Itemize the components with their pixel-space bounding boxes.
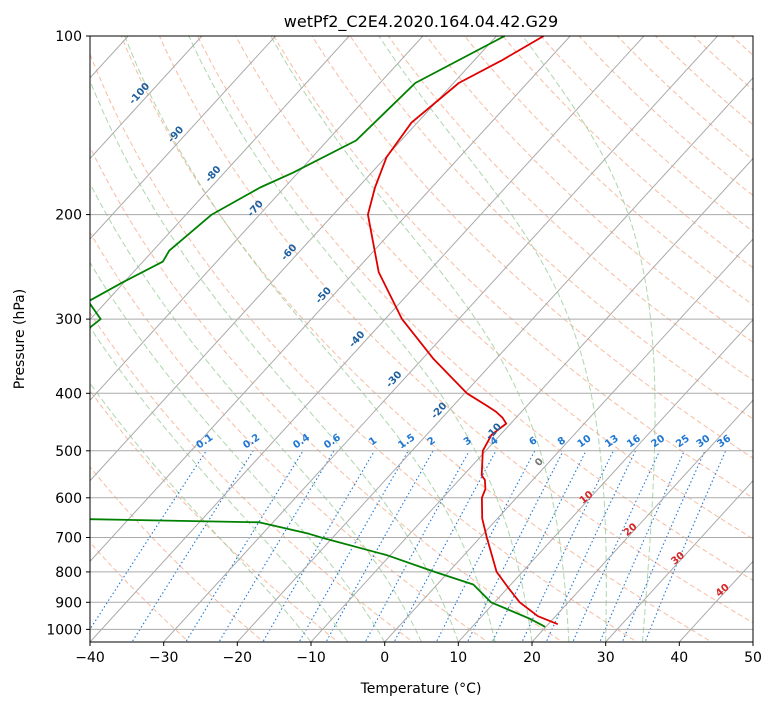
isotherm-line <box>90 36 498 482</box>
isotherm-line <box>531 399 753 642</box>
x-tick-label: −30 <box>149 650 179 666</box>
mixing-ratio-line <box>90 450 207 631</box>
mixing-ratio-line <box>262 450 376 642</box>
x-tick-label: −40 <box>75 650 105 666</box>
moist-adiabat-line <box>270 36 570 642</box>
isotherm-line <box>90 36 203 160</box>
y-tick-label: 900 <box>55 595 82 611</box>
dry-adiabat-line <box>196 36 753 581</box>
y-tick-label: 400 <box>55 386 82 402</box>
isotherm-line <box>310 157 753 642</box>
dry-adiabat-line <box>425 36 753 343</box>
chart-title: wetPf2_C2E4.2020.164.04.42.G29 <box>284 12 558 32</box>
y-tick-label: 100 <box>55 29 82 45</box>
y-axis-label: Pressure (hPa) <box>12 289 28 389</box>
y-tick-label: 800 <box>55 565 82 581</box>
moist-adiabat-line <box>90 261 386 642</box>
x-tick-label: 10 <box>449 650 467 666</box>
isotherm-line <box>90 36 350 321</box>
dry-adiabat-line <box>387 36 753 381</box>
x-tick-label: 40 <box>670 650 688 666</box>
isotherm-line <box>90 36 277 240</box>
grid <box>90 36 753 642</box>
moist-adiabat-line <box>522 36 656 642</box>
isotherm-line <box>236 77 753 642</box>
dewpoint-profile-line <box>90 36 546 628</box>
mixing-ratio-line <box>185 450 304 642</box>
mixing-ratio-line <box>545 450 636 642</box>
x-tick-label: 30 <box>597 650 615 666</box>
y-tick-label: 200 <box>55 208 82 224</box>
isotherm-line <box>162 36 719 642</box>
dry-adiabat-line <box>90 312 414 642</box>
x-tick-label: 20 <box>523 650 541 666</box>
isotherm-line <box>90 36 424 401</box>
dry-adiabat-line <box>90 52 638 642</box>
x-axis-label: Temperature (°C) <box>360 681 482 697</box>
mixing-ratio-line <box>521 450 614 642</box>
dry-adiabat-line <box>235 36 753 540</box>
plot-frame <box>89 35 754 643</box>
isotherm-line <box>604 479 753 642</box>
moist-adiabat-line <box>90 182 422 642</box>
dry-adiabat-line <box>311 36 753 459</box>
x-tick-label: −10 <box>296 650 326 666</box>
profiles <box>90 36 559 628</box>
mixing-ratio-line <box>435 450 536 642</box>
x-tick-label: 0 <box>380 650 389 666</box>
moist-adiabat-line <box>90 326 349 642</box>
isotherm-line <box>457 318 753 642</box>
mixing-ratio-line <box>466 450 564 642</box>
y-axis-ticks: 100 200 300 400 500 600 700 800 900 1000 <box>46 29 90 638</box>
x-axis-ticks: −40 −30 −20 −10 0 10 20 30 40 50 <box>75 642 762 666</box>
mixing-ratio-line <box>393 450 497 642</box>
y-tick-label: 1000 <box>46 622 82 638</box>
y-tick-label: 600 <box>55 491 82 507</box>
isotherm-line <box>383 238 753 642</box>
mixing-ratio-line <box>644 450 727 642</box>
moist-adiabat-line <box>378 36 607 642</box>
x-tick-label: 50 <box>744 650 762 666</box>
y-tick-label: 300 <box>55 312 82 328</box>
moist-adiabat-line <box>90 79 459 642</box>
y-tick-label: 500 <box>55 444 82 460</box>
x-tick-label: −20 <box>223 650 253 666</box>
y-tick-label: 700 <box>55 531 82 547</box>
isotherm-line <box>90 36 645 642</box>
isotherm-line <box>90 36 571 563</box>
temperature-profile-line <box>367 36 559 626</box>
